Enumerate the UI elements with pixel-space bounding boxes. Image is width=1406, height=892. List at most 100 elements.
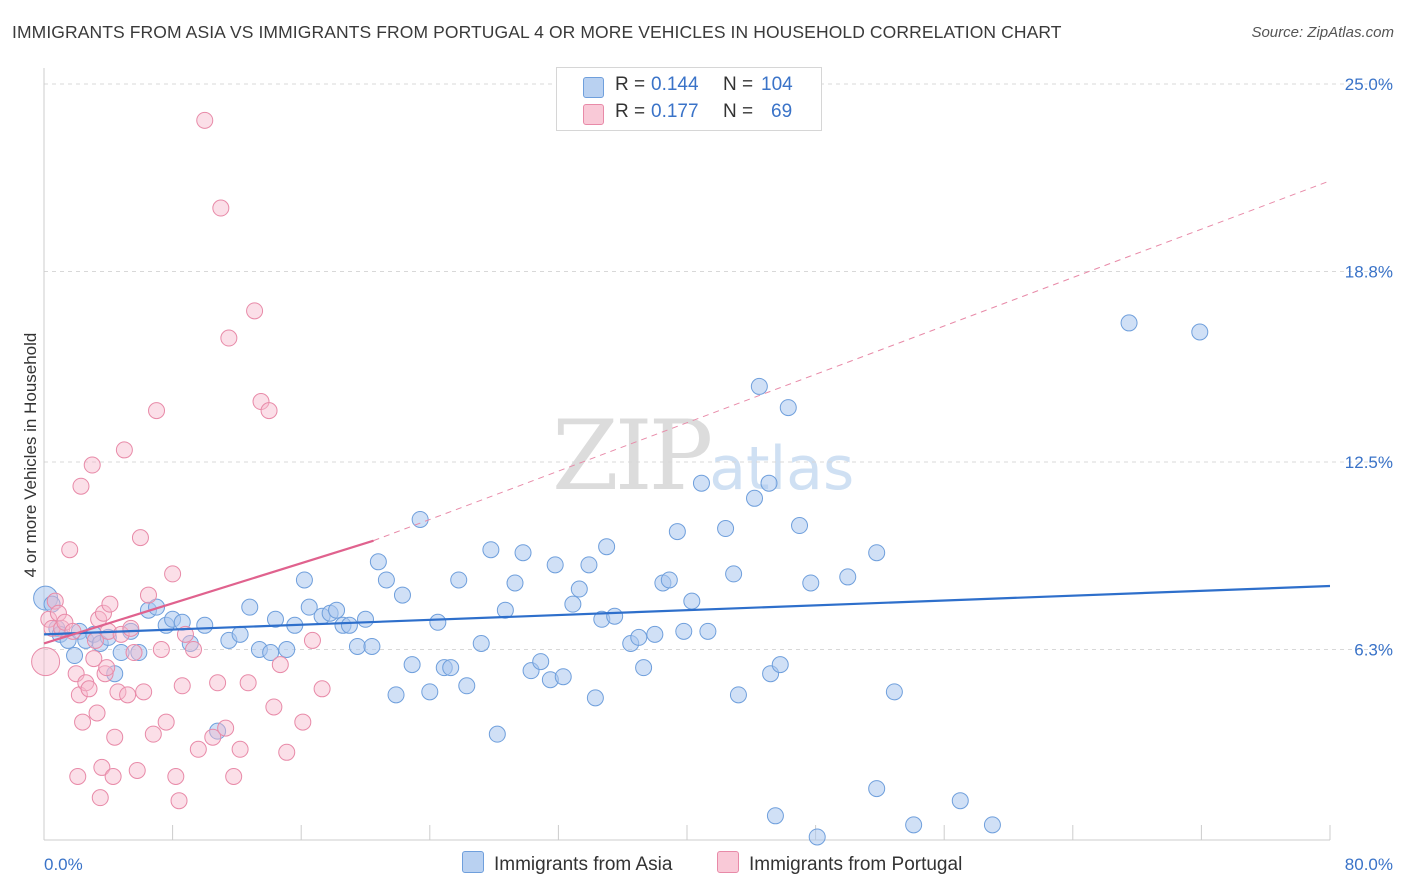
portugal-point — [94, 604, 112, 622]
bottom-legend-swatch-portugal — [717, 851, 739, 873]
asia-point — [983, 816, 1001, 834]
asia-point — [729, 686, 747, 704]
portugal-point — [220, 329, 238, 347]
portugal-point — [96, 665, 114, 683]
portugal-point — [157, 713, 175, 731]
portugal-point — [204, 728, 222, 746]
asia-point — [295, 571, 313, 589]
portugal-point — [115, 441, 133, 459]
asia-point — [300, 598, 318, 616]
asia-point — [66, 647, 84, 665]
asia-point — [683, 592, 701, 610]
asia-point — [99, 628, 117, 646]
portugal-point — [303, 631, 321, 649]
asia-point — [514, 544, 532, 562]
asia-point — [196, 616, 214, 634]
portugal-point — [61, 541, 79, 559]
asia-point — [766, 807, 784, 825]
portugal-point — [260, 402, 278, 420]
portugal-point — [212, 199, 230, 217]
asia-point — [450, 571, 468, 589]
legend-n-value-portugal: 69 — [771, 101, 793, 122]
asia-point — [241, 598, 259, 616]
asia-point — [839, 568, 857, 586]
asia-point — [369, 553, 387, 571]
portugal-points — [31, 111, 331, 810]
asia-point — [717, 520, 735, 538]
asia-point — [546, 556, 564, 574]
bottom-legend-label-portugal: Immigrants from Portugal — [749, 854, 963, 875]
legend: R = 0.144 N = 104 R = 0.177 N = 69 — [556, 67, 822, 131]
asia-point — [496, 601, 514, 619]
asia-point — [363, 637, 381, 655]
legend-r-label: R = — [615, 74, 646, 95]
legend-r-label: R = — [615, 101, 646, 122]
asia-point — [403, 656, 421, 674]
portugal-point — [231, 740, 249, 758]
asia-point — [130, 644, 148, 662]
y-tick-label: 18.8% — [1345, 263, 1393, 282]
trend-lines — [43, 180, 1331, 645]
x-tick-label: 0.0% — [44, 855, 83, 874]
portugal-point — [119, 686, 137, 704]
legend-r-value-portugal: 0.177 — [651, 101, 699, 122]
asia-point — [377, 571, 395, 589]
legend-swatch-asia — [583, 77, 604, 98]
asia-point — [699, 622, 717, 640]
asia-points — [33, 314, 1209, 846]
asia-point — [802, 574, 820, 592]
portugal-point — [139, 586, 157, 604]
asia-point — [1120, 314, 1138, 332]
asia-point — [340, 616, 358, 634]
asia-point — [442, 659, 460, 677]
portugal-point — [217, 719, 235, 737]
asia-point — [112, 644, 130, 662]
asia-point — [387, 686, 405, 704]
asia-point — [488, 725, 506, 743]
legend-swatch-portugal — [583, 104, 604, 125]
watermark-atlas: atlas — [709, 434, 855, 504]
tick-labels: 6.3% 12.5% 18.8% 25.0% 0.0% 80.0% — [44, 75, 1393, 874]
asia-point — [231, 625, 249, 643]
asia-trend-line — [43, 584, 1331, 636]
portugal-point — [246, 302, 264, 320]
bottom-legend-swatch-asia — [462, 851, 484, 873]
asia-point — [429, 613, 447, 631]
asia-point — [278, 641, 296, 658]
axes — [43, 68, 1331, 841]
asia-point — [586, 689, 604, 707]
asia-point — [262, 644, 280, 662]
legend-n-label: N = — [723, 101, 754, 122]
y-tick-label: 6.3% — [1354, 641, 1393, 660]
asia-point — [868, 780, 886, 798]
portugal-point — [164, 565, 182, 583]
portugal-point — [135, 683, 153, 701]
asia-point — [635, 659, 653, 677]
asia-point — [630, 628, 648, 646]
asia-point — [532, 653, 550, 671]
x-tick-label: 80.0% — [1345, 855, 1393, 874]
grid — [44, 83, 1392, 650]
asia-point — [472, 634, 490, 652]
portugal-point — [148, 402, 166, 420]
asia-point — [598, 538, 616, 556]
asia-point — [660, 571, 678, 589]
portugal-point — [88, 704, 106, 722]
portugal-point — [91, 789, 109, 807]
portugal-point — [271, 656, 289, 674]
bottom-legend-portugal: Immigrants from Portugal — [717, 851, 962, 876]
portugal-point — [106, 728, 124, 746]
portugal-point — [176, 625, 194, 643]
portugal-point — [225, 768, 243, 785]
asia-point — [646, 625, 664, 643]
asia-point — [411, 510, 429, 528]
asia-point — [554, 668, 572, 686]
asia-point — [885, 683, 903, 701]
portugal-point — [83, 456, 101, 474]
asia-point — [606, 607, 624, 625]
asia-point — [951, 792, 969, 810]
asia-point — [393, 586, 411, 604]
watermark: ZIPatlas — [552, 400, 854, 512]
portugal-point — [184, 641, 202, 658]
